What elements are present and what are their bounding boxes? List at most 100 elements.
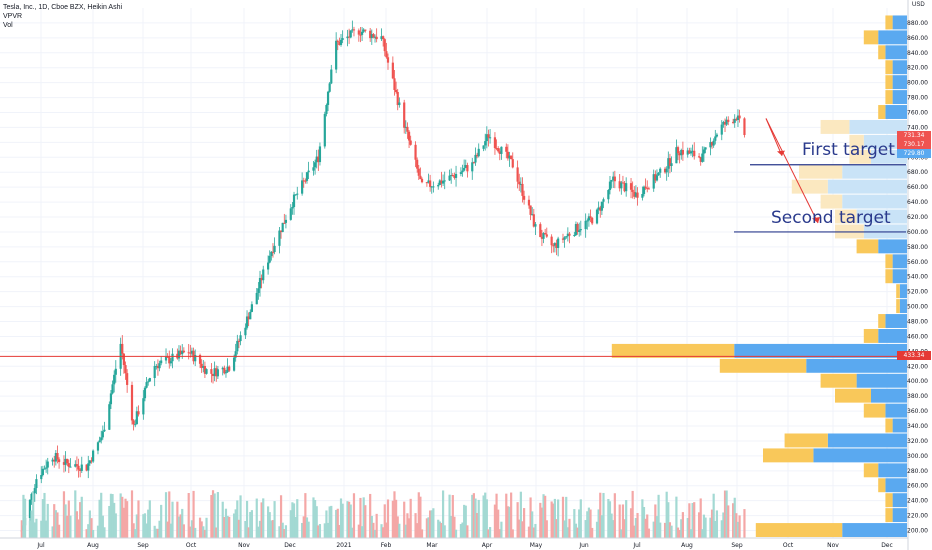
- volume-bar: [349, 504, 352, 538]
- volume-bar: [326, 522, 330, 538]
- volume-bar: [725, 490, 728, 538]
- volume-profile-down-bar: [885, 508, 893, 523]
- candle-body: [258, 277, 262, 289]
- indicator-vol[interactable]: Vol: [3, 22, 13, 29]
- volume-bar: [171, 501, 174, 538]
- volume-bar: [464, 505, 467, 538]
- candle-body: [257, 288, 260, 293]
- candle-body: [646, 188, 649, 190]
- candle-body: [291, 207, 294, 209]
- volume-bar: [607, 499, 610, 538]
- volume-bar: [239, 495, 242, 538]
- volume-bar: [437, 519, 440, 538]
- candle-body: [142, 398, 145, 415]
- volume-bar: [315, 506, 318, 538]
- candle-body: [563, 237, 566, 240]
- candle-body: [487, 134, 490, 138]
- candle-body: [416, 159, 419, 169]
- candle-body: [647, 188, 650, 190]
- volume-bar: [328, 506, 331, 538]
- candle-body: [670, 163, 673, 166]
- volume-bar: [539, 502, 542, 538]
- volume-bar: [213, 493, 216, 538]
- volume-bar: [226, 515, 229, 538]
- volume-bar: [325, 510, 328, 538]
- volume-profile-down-bar: [820, 119, 850, 134]
- volume-profile-up-bar: [892, 269, 907, 284]
- volume-bar: [532, 527, 535, 538]
- volume-bar: [529, 497, 532, 538]
- candle-body: [665, 168, 668, 173]
- volume-bar: [701, 529, 704, 538]
- x-tick-label: 2021: [336, 542, 351, 549]
- candle-body: [190, 350, 194, 354]
- y-tick-label: 200.00: [907, 528, 928, 535]
- candle-body: [471, 162, 474, 172]
- candle-body: [109, 393, 113, 405]
- candle-body: [610, 180, 613, 182]
- candle-body: [210, 369, 213, 374]
- volume-profile-down-bar: [896, 284, 900, 299]
- volume-profile-up-bar: [892, 90, 907, 105]
- candle-body: [160, 360, 163, 364]
- volume-bar: [555, 519, 558, 538]
- candle-body: [686, 150, 689, 155]
- indicator-vpvr[interactable]: VPVR: [3, 13, 23, 20]
- candle-body: [281, 222, 284, 233]
- volume-bar: [323, 523, 326, 538]
- candle-body: [182, 350, 185, 353]
- candle-body: [111, 384, 114, 394]
- volume-bar: [281, 522, 284, 538]
- candle-body: [90, 460, 93, 462]
- volume-bar: [710, 509, 714, 538]
- volume-bar: [92, 529, 95, 538]
- volume-bar: [629, 508, 633, 538]
- volume-bar: [576, 527, 579, 538]
- volume-profile-down-bar: [885, 15, 893, 30]
- candle-body: [315, 156, 318, 163]
- volume-profile-up-bar: [863, 134, 907, 149]
- volume-bar: [735, 513, 738, 538]
- first-target-annotation: First target: [802, 140, 895, 160]
- volume-bar: [676, 527, 680, 538]
- volume-profile-up-bar: [856, 209, 907, 224]
- volume-bar: [307, 521, 310, 538]
- y-tick-label: 320.00: [907, 438, 928, 445]
- volume-bar: [57, 524, 61, 538]
- candle-body: [437, 184, 440, 187]
- y-tick-label: 820.00: [907, 65, 928, 72]
- candle-body: [642, 186, 646, 195]
- volume-bar: [339, 498, 343, 538]
- candle-body: [689, 151, 693, 154]
- volume-bar: [289, 510, 292, 538]
- candle-body: [294, 194, 297, 196]
- candle-body: [87, 463, 90, 471]
- volume-bar: [657, 494, 660, 538]
- candle-body: [485, 134, 488, 142]
- volume-bar: [111, 494, 114, 538]
- volume-bar: [234, 509, 237, 538]
- candle-body: [676, 147, 680, 154]
- volume-bar: [686, 517, 689, 538]
- volume-bar: [477, 499, 480, 538]
- volume-bar: [521, 521, 524, 538]
- candle-body: [346, 36, 349, 39]
- candle-body: [155, 365, 158, 367]
- volume-bar: [69, 515, 72, 538]
- volume-bar: [77, 519, 80, 538]
- volume-bar: [351, 527, 354, 538]
- volume-bar: [654, 504, 657, 538]
- volume-bar: [267, 506, 270, 538]
- volume-bar: [448, 494, 451, 538]
- volume-bar: [675, 496, 678, 538]
- x-tick-label: Jun: [578, 542, 589, 549]
- volume-bar: [98, 499, 101, 538]
- volume-bar: [454, 529, 458, 538]
- volume-bar: [738, 515, 741, 538]
- candle-body: [527, 199, 531, 206]
- y-tick-label: 600.00: [907, 229, 928, 236]
- volume-bar: [441, 490, 445, 538]
- candle-body: [414, 144, 417, 160]
- volume-profile-down-bar: [863, 403, 886, 418]
